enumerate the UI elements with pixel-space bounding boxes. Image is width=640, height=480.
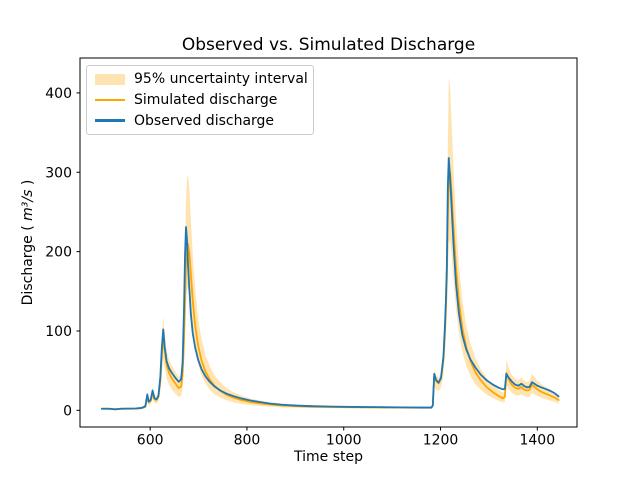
uncertainty-band <box>101 77 559 410</box>
x-axis-label: Time step <box>293 449 363 465</box>
y-tick-label: 0 <box>63 403 72 419</box>
simulated-line-swatch <box>95 98 125 102</box>
x-tick-label: 1200 <box>423 433 459 449</box>
x-tick-label: 800 <box>234 433 261 449</box>
legend-label: Simulated discharge <box>134 91 278 108</box>
legend-item-simulated: Simulated discharge <box>95 90 305 110</box>
y-axis-label-math: m³/s <box>20 190 36 221</box>
legend-label: 95% uncertainty interval <box>134 71 308 88</box>
y-tick-label: 400 <box>45 86 72 102</box>
axis-ticks: 600 800 1000 1200 1400 0 100 200 300 400 <box>45 86 555 449</box>
legend: 95% uncertainty interval Simulated disch… <box>86 65 314 135</box>
legend-item-observed: Observed discharge <box>95 111 305 131</box>
y-tick-label: 100 <box>45 324 72 340</box>
legend-item-uncertainty: 95% uncertainty interval <box>95 69 308 89</box>
y-axis-label: Discharge ( m³/s ) <box>20 180 36 306</box>
uncertainty-band-swatch <box>95 73 125 85</box>
x-tick-label: 1000 <box>326 433 362 449</box>
y-tick-label: 300 <box>45 165 72 181</box>
y-axis-label-suffix: ) <box>20 180 36 185</box>
legend-label: Observed discharge <box>134 112 275 129</box>
x-tick-label: 600 <box>137 433 164 449</box>
chart-title: Observed vs. Simulated Discharge <box>182 35 475 55</box>
plot-area <box>79 57 578 428</box>
observed-line-swatch <box>95 119 125 122</box>
simulated-line <box>100 171 560 411</box>
x-tick-label: 1400 <box>519 433 555 449</box>
y-axis-label-prefix: Discharge ( <box>20 225 36 305</box>
y-tick-label: 200 <box>45 245 72 261</box>
observed-line <box>100 157 560 411</box>
